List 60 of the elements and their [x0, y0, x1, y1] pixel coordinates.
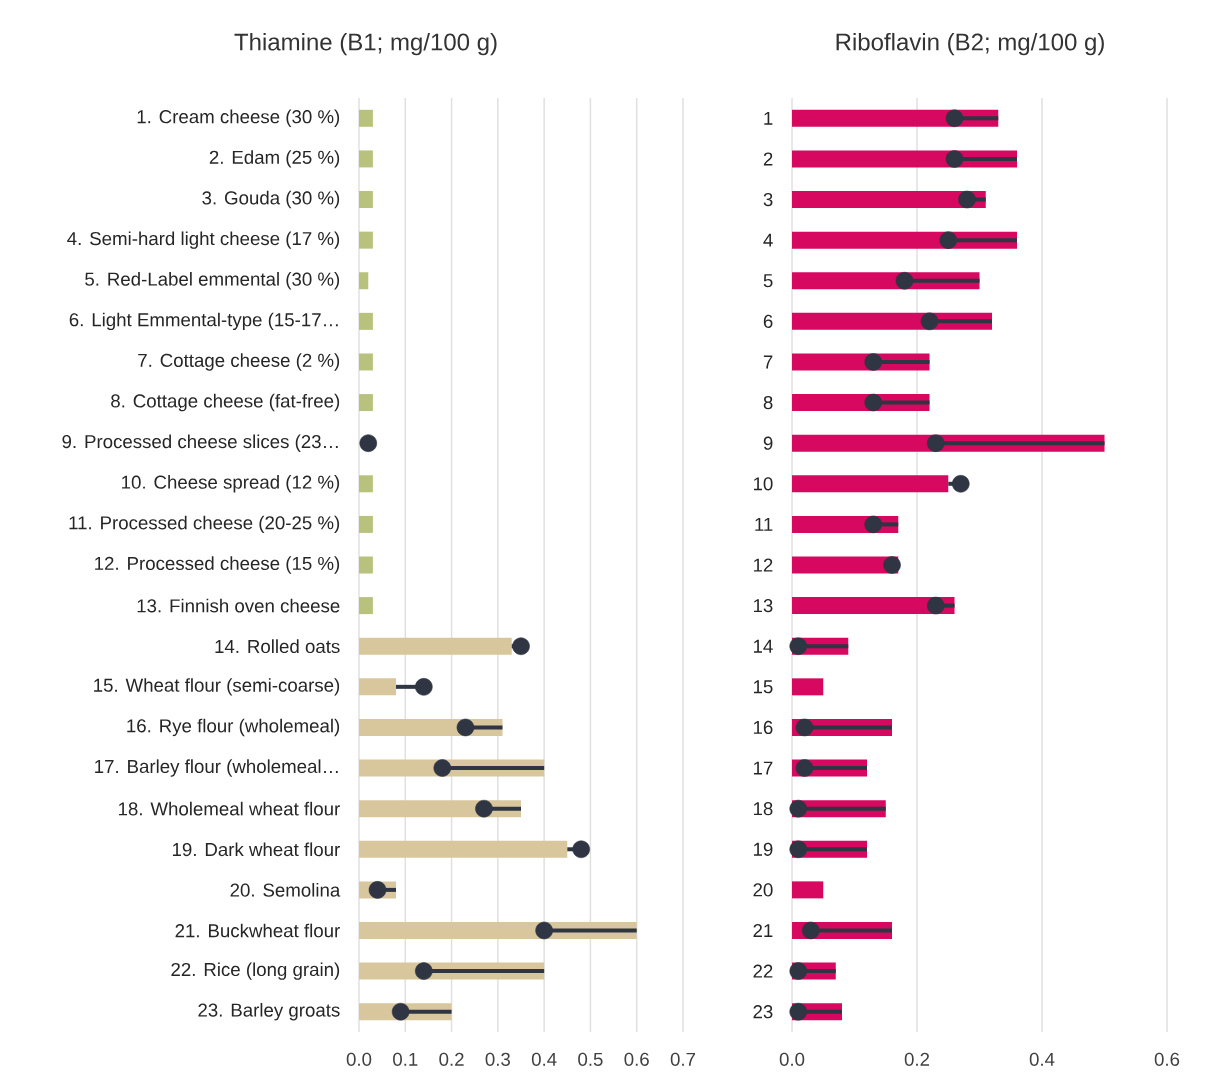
x-tick-label: 0.4 — [1029, 1052, 1055, 1066]
x-tick-label: 0.3 — [485, 1052, 511, 1066]
x-tick-label: 0.0 — [346, 1052, 372, 1066]
y-tick-label: 18. Wholemeal wheat flour — [118, 801, 340, 816]
y-tick-label: 1 — [764, 111, 773, 125]
y-tick-label: 15. Wheat flour (semi-coarse) — [94, 678, 340, 696]
y-tick-label: 19 — [753, 842, 773, 856]
y-tick-label: 12. Processed cheese (15 %) — [95, 556, 340, 574]
y-tick-label: 4 — [763, 233, 773, 247]
x-tick-label: 0.6 — [624, 1052, 649, 1066]
y-tick-label: 1. Cream cheese (30 %) — [137, 109, 340, 128]
y-tick-label: 14 — [753, 639, 773, 653]
y-tick-label: 19. Dark wheat flour — [172, 842, 340, 857]
y-tick-label: 8 — [763, 395, 773, 410]
y-tick-label: 9. Processed cheese slices (23… — [62, 434, 338, 452]
y-tick-label: 6 — [763, 314, 773, 328]
y-tick-label: 23. Barley groats — [198, 1003, 340, 1021]
y-tick-label: 6. Light Emmental-type (15-17… — [69, 312, 338, 331]
y-tick-label: 11 — [755, 517, 773, 531]
y-tick-label: 15 — [753, 680, 773, 694]
x-tick-label: 0.2 — [439, 1052, 464, 1066]
y-tick-label: 14. Rolled oats — [215, 639, 340, 654]
y-tick-label: 2. Edam (25 %) — [209, 150, 340, 168]
y-tick-label: 16. Rye flour (wholemeal) — [127, 718, 340, 737]
y-tick-label: 17 — [753, 761, 773, 775]
y-tick-label: 13. Finnish oven cheese — [137, 598, 340, 613]
y-tick-label: 3. Gouda (30 %) — [202, 190, 340, 209]
y-tick-label: 10. Cheese spread (12 %) — [122, 475, 340, 493]
y-tick-label: 5. Red-Label emmental (30 %) — [85, 272, 340, 290]
x-tick-label: 0.1 — [393, 1052, 418, 1066]
x-tick-label: 0.2 — [904, 1052, 930, 1066]
y-tick-label: 23 — [753, 1005, 773, 1019]
x-tick-label: 0.6 — [1154, 1052, 1180, 1066]
chart-title: Thiamine (B1; mg/100 g) — [234, 32, 497, 56]
y-tick-label: 4. Semi-hard light cheese (17 %) — [67, 231, 340, 249]
y-tick-label: 9 — [763, 436, 773, 450]
y-tick-label: 13 — [753, 599, 773, 613]
x-tick-label: 0.5 — [578, 1052, 603, 1066]
y-tick-label: 7. Cottage cheese (2 %) — [138, 353, 340, 371]
chart-title: Riboflavin (B2; mg/100 g) — [836, 32, 1104, 56]
y-tick-label: 11. Processed cheese (20-25 %) — [69, 515, 340, 534]
y-tick-label: 20 — [753, 883, 773, 897]
y-tick-label: 20. Semolina — [230, 883, 341, 897]
x-tick-label: 0.0 — [779, 1052, 805, 1066]
y-tick-label: 5 — [763, 274, 773, 288]
y-tick-label: 10 — [753, 477, 773, 491]
y-tick-label: 3 — [763, 192, 773, 207]
x-tick-label: 0.4 — [531, 1052, 557, 1066]
y-tick-label: 22. Rice (long grain) — [171, 962, 340, 980]
y-tick-label: 17. Barley flour (wholemeal… — [95, 759, 338, 777]
y-tick-label: 12 — [753, 558, 773, 572]
x-tick-label: 0.7 — [670, 1052, 696, 1066]
y-tick-label: 8. Cottage cheese (fat-free) — [111, 393, 340, 412]
y-tick-label: 18 — [753, 802, 773, 816]
y-tick-label: 21. Buckwheat flour — [175, 923, 340, 938]
y-tick-label: 16 — [753, 720, 773, 735]
y-tick-label: 21 — [753, 923, 773, 938]
y-tick-label: 22 — [753, 964, 773, 978]
y-tick-label: 7 — [763, 355, 773, 369]
y-tick-label: 2 — [763, 152, 773, 166]
